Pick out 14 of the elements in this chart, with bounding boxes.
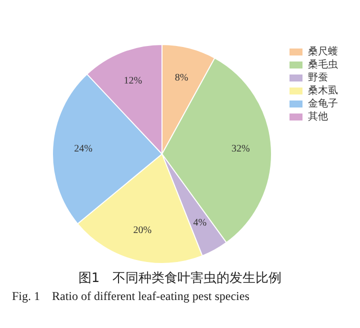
data-label: 4% bbox=[193, 218, 207, 229]
text: 图1 不同种类食叶害虫的发生比例 bbox=[77, 270, 283, 288]
data-label: 8% bbox=[174, 72, 188, 84]
data-label: 24% bbox=[74, 144, 92, 155]
legend-label: 桑毛虫 bbox=[308, 58, 338, 71]
legend-label: 野蚕 bbox=[308, 72, 328, 84]
data-label: 20% bbox=[133, 224, 152, 236]
text: Fig. 1 Ratio of different leaf-eating pest species bbox=[11, 288, 250, 304]
legend-label: 金龟子 bbox=[308, 98, 338, 110]
legend-label: 其他 bbox=[308, 110, 328, 123]
legend-label: 桑尺蠖 bbox=[308, 46, 338, 58]
legend-label: 桑木虱 bbox=[308, 84, 338, 97]
data-label: 32% bbox=[232, 144, 250, 155]
data-label: 12% bbox=[124, 75, 142, 86]
